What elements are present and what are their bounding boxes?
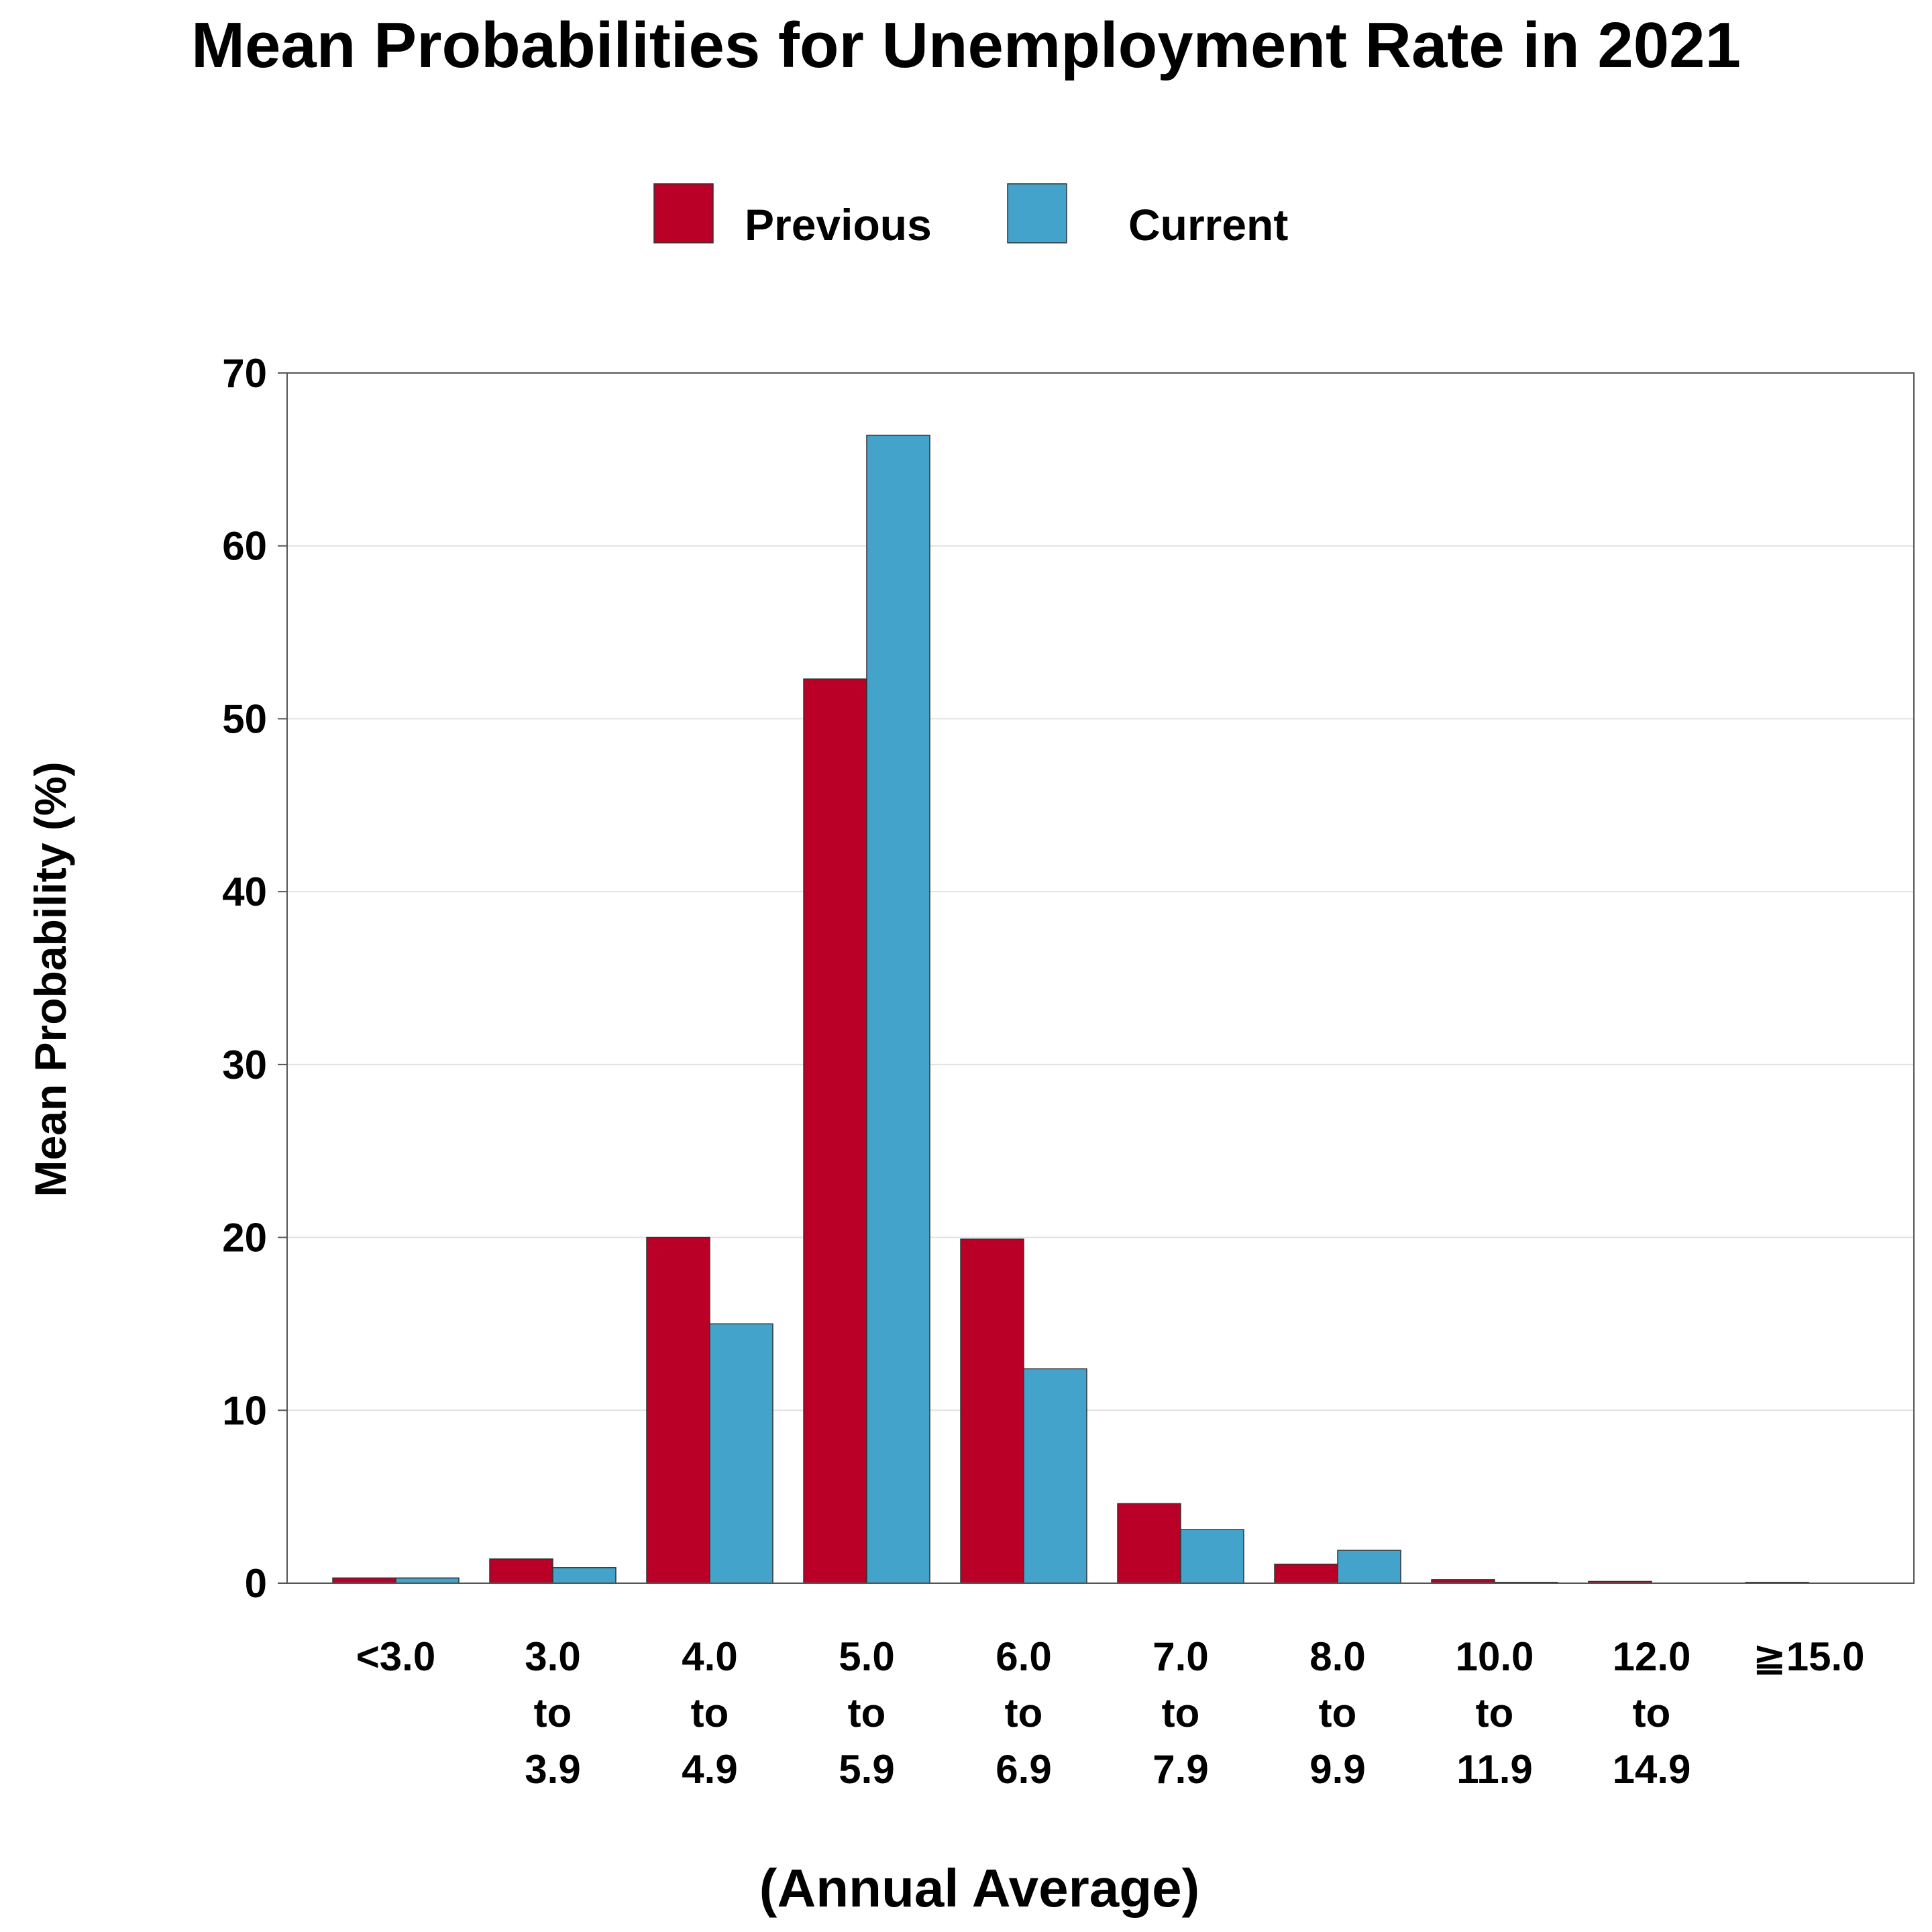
x-tick-label: 10.0 to 11.9 xyxy=(1456,1634,1534,1792)
x-tick-label: 6.0 to 6.9 xyxy=(996,1634,1051,1792)
x-tick-label: 5.0 to 5.9 xyxy=(839,1634,894,1792)
y-tick-label: 70 xyxy=(222,351,267,396)
x-tick-label: 3.0 to 3.9 xyxy=(525,1634,580,1792)
bar-current xyxy=(1023,1368,1087,1584)
bar-previous xyxy=(489,1558,553,1584)
y-tick-label: 40 xyxy=(222,869,267,914)
x-axis-label: (Annual Average) xyxy=(759,1858,1199,1918)
legend-label-previous: Previous xyxy=(745,200,932,250)
bar-previous xyxy=(646,1236,710,1584)
bars xyxy=(332,435,1809,1584)
bar-current xyxy=(395,1577,460,1584)
x-tick-label: 4.0 to 4.9 xyxy=(682,1634,737,1792)
bar-current xyxy=(1337,1550,1401,1584)
bar-previous xyxy=(1117,1503,1181,1584)
chart-title: Mean Probabilities for Unemployment Rate… xyxy=(191,9,1741,81)
x-tick-label: 7.0 to 7.9 xyxy=(1152,1634,1208,1792)
y-axis-ticks: 0 10 20 30 40 50 60 70 xyxy=(222,351,287,1606)
y-tick-label: 50 xyxy=(222,696,267,741)
plot-frame xyxy=(286,372,1915,1584)
bar-current xyxy=(866,435,930,1584)
bar-current xyxy=(709,1323,773,1584)
y-tick-label: 60 xyxy=(222,524,267,569)
x-tick-label: 8.0 to 9.9 xyxy=(1309,1634,1365,1792)
legend-swatch-previous xyxy=(653,183,714,244)
x-axis-ticks: <3.0 3.0 to 3.9 4.0 to 4.9 5.0 to 5.9 6.0 to 6.9 7.0 t… xyxy=(356,1634,1865,1792)
legend-label-current: Current xyxy=(1128,200,1288,250)
gridlines xyxy=(287,545,1914,1411)
x-tick-label: 12.0 to 14.9 xyxy=(1613,1634,1691,1792)
bar-previous xyxy=(1274,1563,1338,1584)
bar-current xyxy=(1180,1529,1244,1584)
y-tick-label: 20 xyxy=(222,1216,267,1260)
y-axis-label: Mean Probability (%) xyxy=(25,761,75,1197)
bar-current xyxy=(552,1567,616,1584)
legend-swatch-current xyxy=(1007,183,1067,244)
bar-previous xyxy=(803,678,867,1584)
y-tick-label: 0 xyxy=(245,1561,267,1606)
legend: Previous Current xyxy=(653,183,1288,250)
y-tick-label: 30 xyxy=(222,1042,267,1087)
y-tick-label: 10 xyxy=(222,1388,267,1433)
x-tick-label: ≧15.0 xyxy=(1752,1634,1864,1679)
bar-previous xyxy=(960,1238,1024,1584)
x-tick-label: <3.0 xyxy=(356,1634,435,1679)
bar-previous xyxy=(332,1577,396,1584)
